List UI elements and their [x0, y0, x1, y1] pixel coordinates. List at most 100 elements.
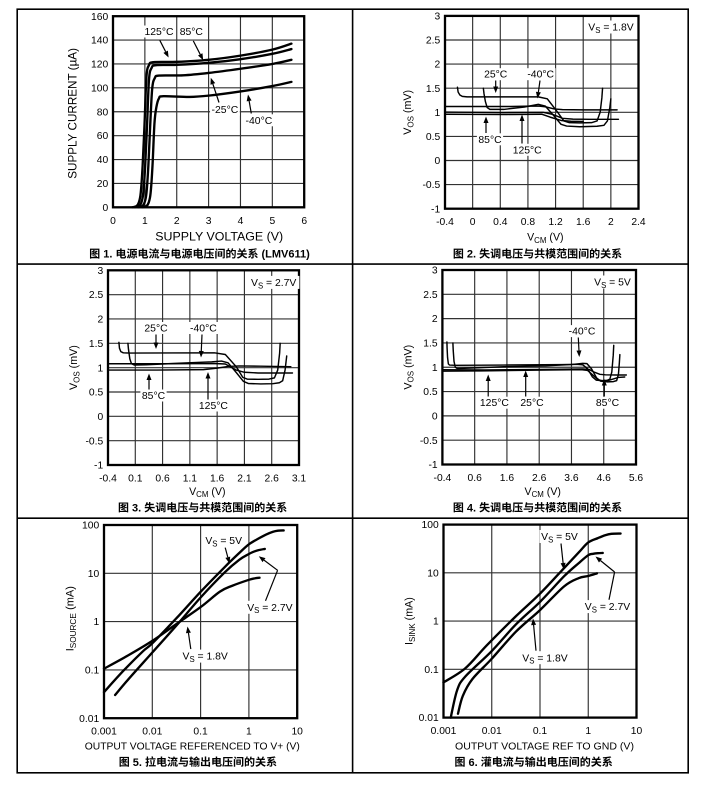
- svg-text:V: V: [251, 278, 258, 289]
- svg-text:V: V: [541, 532, 548, 543]
- svg-text:= 5V: = 5V: [217, 536, 242, 547]
- svg-text:V: V: [522, 653, 529, 664]
- svg-text:125°C: 125°C: [199, 401, 228, 412]
- svg-text:6.: 6.: [469, 757, 478, 769]
- svg-text:1: 1: [433, 617, 439, 628]
- svg-text:V: V: [402, 382, 414, 390]
- svg-text:1.6: 1.6: [576, 217, 591, 228]
- svg-text:OUTPUT VOLTAGE REFERENCED TO V: OUTPUT VOLTAGE REFERENCED TO V+ (V): [85, 741, 300, 752]
- svg-text:S: S: [529, 657, 534, 666]
- svg-text:V: V: [68, 382, 80, 390]
- svg-text:125°C: 125°C: [145, 27, 174, 38]
- svg-text:-40°C: -40°C: [190, 324, 217, 335]
- svg-text:SOURCE: SOURCE: [69, 613, 78, 649]
- svg-text:100: 100: [91, 83, 108, 94]
- svg-text:2.5: 2.5: [423, 290, 438, 301]
- svg-text:0.01: 0.01: [419, 713, 439, 724]
- svg-text:4.: 4.: [467, 502, 476, 514]
- svg-text:-0.4: -0.4: [436, 217, 454, 228]
- svg-text:S: S: [258, 281, 263, 290]
- svg-text:SUPPLY VOLTAGE (V): SUPPLY VOLTAGE (V): [155, 230, 283, 244]
- svg-text:0.1: 0.1: [424, 665, 439, 676]
- svg-text:40: 40: [97, 155, 109, 166]
- svg-text:0: 0: [470, 217, 476, 228]
- svg-text:1: 1: [142, 216, 148, 227]
- svg-text:1: 1: [97, 363, 103, 374]
- svg-text:S: S: [212, 540, 217, 549]
- svg-text:0.8: 0.8: [521, 217, 536, 228]
- svg-text:10: 10: [88, 569, 100, 580]
- svg-text:3.6: 3.6: [564, 473, 579, 484]
- svg-text:2.6: 2.6: [532, 473, 547, 484]
- svg-text:4.6: 4.6: [597, 473, 612, 484]
- svg-text:0.001: 0.001: [431, 726, 457, 737]
- svg-text:-0.4: -0.4: [434, 473, 452, 484]
- svg-text:2: 2: [608, 217, 614, 228]
- svg-text:5.6: 5.6: [629, 473, 644, 484]
- svg-text:0.6: 0.6: [468, 473, 483, 484]
- svg-text:0.4: 0.4: [493, 217, 508, 228]
- svg-text:1: 1: [246, 727, 252, 738]
- svg-text:OUTPUT VOLTAGE REF TO GND (V): OUTPUT VOLTAGE REF TO GND (V): [455, 740, 634, 752]
- svg-text:-0.5: -0.5: [85, 436, 103, 447]
- svg-text:25°C: 25°C: [484, 70, 508, 81]
- svg-text:S: S: [548, 535, 553, 544]
- svg-text:V: V: [189, 486, 197, 498]
- svg-text:V: V: [525, 486, 533, 498]
- svg-text:OS: OS: [407, 371, 416, 383]
- svg-text:2: 2: [174, 216, 180, 227]
- svg-text:0.1: 0.1: [533, 726, 548, 737]
- svg-text:0: 0: [102, 203, 108, 214]
- svg-text:0.1: 0.1: [193, 727, 208, 738]
- svg-text:(mV): (mV): [402, 345, 414, 371]
- svg-text:(V): (V): [544, 486, 561, 498]
- svg-text:2.6: 2.6: [265, 473, 280, 484]
- svg-text:S: S: [601, 281, 606, 290]
- svg-text:-40°C: -40°C: [246, 116, 273, 127]
- svg-text:0.01: 0.01: [142, 727, 162, 738]
- svg-text:-0.5: -0.5: [422, 180, 440, 191]
- svg-text:3.1: 3.1: [292, 473, 307, 484]
- svg-text:1.2: 1.2: [548, 217, 563, 228]
- svg-text:2: 2: [97, 315, 103, 326]
- svg-text:0.01: 0.01: [482, 726, 502, 737]
- svg-text:OS: OS: [72, 371, 81, 383]
- svg-text:25°C: 25°C: [144, 324, 168, 335]
- svg-text:1: 1: [585, 726, 591, 737]
- svg-text:85°C: 85°C: [180, 27, 204, 38]
- svg-text:0.5: 0.5: [423, 387, 438, 398]
- svg-text:V: V: [588, 23, 595, 34]
- svg-text:120: 120: [91, 60, 108, 71]
- svg-text:(mA): (mA): [65, 586, 77, 613]
- svg-text:2: 2: [434, 60, 440, 71]
- svg-text:1.5: 1.5: [426, 84, 441, 95]
- svg-text:5: 5: [269, 216, 275, 227]
- svg-text:S: S: [189, 655, 194, 664]
- svg-text:-1: -1: [431, 204, 440, 215]
- svg-text:S: S: [595, 26, 600, 35]
- svg-text:1.: 1.: [103, 249, 112, 261]
- svg-text:0.001: 0.001: [91, 727, 117, 738]
- svg-text:160: 160: [91, 12, 108, 23]
- svg-text:SINK: SINK: [408, 623, 417, 642]
- svg-text:3: 3: [206, 216, 212, 227]
- svg-text:2.4: 2.4: [631, 217, 646, 228]
- svg-text:1.5: 1.5: [423, 339, 438, 350]
- svg-text:CM: CM: [532, 490, 544, 499]
- svg-text:V: V: [402, 127, 414, 135]
- svg-text:= 2.7V: = 2.7V: [259, 603, 292, 614]
- svg-text:6: 6: [301, 216, 307, 227]
- svg-text:V: V: [585, 602, 592, 613]
- svg-text:V: V: [205, 536, 212, 547]
- svg-text:OS: OS: [406, 116, 415, 128]
- svg-text:0: 0: [110, 216, 116, 227]
- svg-text:V: V: [183, 652, 190, 663]
- svg-text:(LMV611): (LMV611): [262, 249, 311, 261]
- svg-text:5.: 5.: [133, 757, 142, 769]
- svg-text:0.5: 0.5: [426, 132, 441, 143]
- svg-text:= 5V: = 5V: [553, 532, 578, 543]
- svg-text:S: S: [254, 606, 259, 615]
- svg-text:0: 0: [432, 411, 438, 422]
- svg-text:10: 10: [291, 727, 303, 738]
- svg-text:25°C: 25°C: [520, 398, 544, 409]
